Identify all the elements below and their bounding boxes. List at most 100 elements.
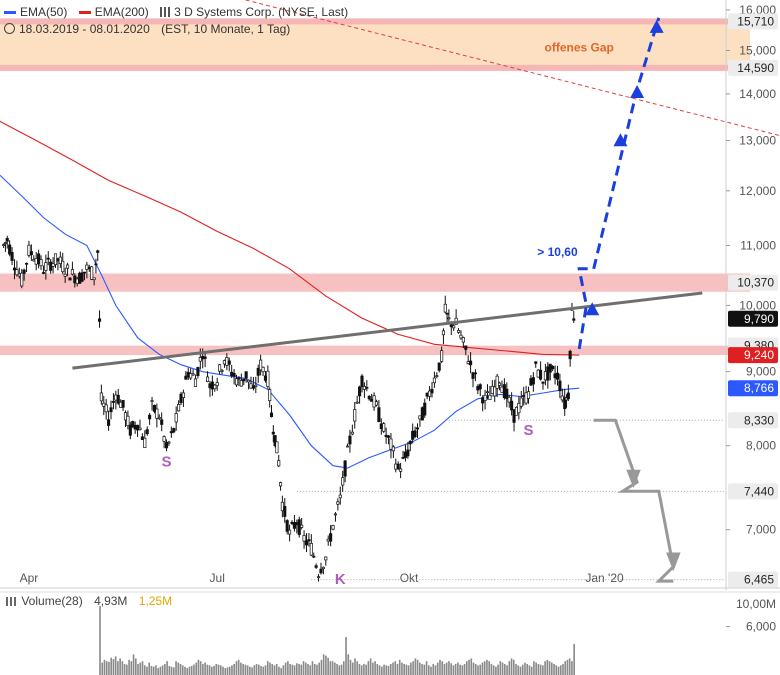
candle-body (551, 366, 555, 370)
candle-body (280, 501, 284, 512)
zone-gap (0, 21, 750, 68)
volume-bar (492, 665, 495, 675)
volume-bar (329, 661, 332, 675)
volume-bar (103, 659, 106, 675)
volume-bar (117, 661, 119, 675)
price-flag-bg (728, 59, 778, 76)
volume-bar (134, 658, 137, 675)
candle-body (133, 424, 137, 430)
candle-body (300, 524, 304, 528)
candle-body (432, 377, 436, 384)
volume-bar (139, 662, 142, 675)
instrument-title: 3 D Systems Corp. (NYSE, Last) (174, 5, 349, 19)
volume-bar (108, 661, 110, 675)
volume-bar (195, 662, 197, 675)
candle-body (20, 272, 24, 287)
price-flag-bg (728, 347, 778, 364)
price-flag-bg (728, 571, 778, 588)
candle-body (179, 393, 183, 404)
candle-body (362, 386, 366, 390)
candle-body (541, 381, 545, 384)
volume-bar (224, 668, 227, 675)
candle-body (413, 430, 417, 437)
volume-bar (110, 657, 113, 675)
x-tick-label: Jul (210, 571, 225, 585)
candle-body (396, 463, 400, 469)
volume-bar (495, 666, 497, 675)
volume-bar (403, 663, 405, 675)
volume-bar (244, 664, 247, 675)
candle-body (111, 401, 115, 403)
volume-bar (126, 664, 128, 675)
projection-up-path (577, 17, 661, 350)
volume-bar (161, 665, 164, 675)
candle-body (297, 519, 301, 535)
candle-body (68, 277, 72, 281)
candle-body (2, 244, 6, 246)
candle-body (478, 384, 482, 390)
candle-body (288, 529, 292, 535)
volume-bar (427, 665, 430, 675)
candle-body (355, 401, 359, 404)
candle-body (114, 394, 118, 401)
projection-arrow-1 (585, 302, 600, 316)
candle-body (452, 325, 456, 329)
volume-bar (132, 654, 135, 675)
candle-body (160, 419, 164, 425)
candle-body (425, 392, 429, 397)
candle-body (242, 378, 246, 382)
price-flag-label: 8,766 (744, 381, 774, 395)
volume-bar (275, 663, 278, 675)
candle-body (411, 430, 415, 440)
candlestick-icon (160, 7, 171, 17)
volume-bar (340, 664, 343, 675)
candle-body (189, 373, 193, 379)
candle-body (256, 367, 260, 376)
volume-bar (559, 665, 562, 675)
candle-body (459, 334, 463, 339)
candle-body (73, 275, 77, 284)
candle-body (476, 386, 480, 391)
volume-bar (219, 665, 222, 675)
volume-bar (222, 666, 224, 675)
candle-body (237, 377, 241, 380)
candle-body (279, 482, 283, 487)
volume-bar (463, 663, 466, 675)
candle-body (15, 269, 19, 276)
candle-body (63, 273, 67, 277)
candle-body (302, 535, 306, 542)
volume-bar (354, 658, 356, 675)
annotation-label: K (335, 571, 346, 588)
volume-bar (146, 666, 148, 675)
candle-body (314, 565, 318, 568)
projection-arrow-3 (630, 84, 645, 98)
ema50-line (0, 174, 580, 469)
volume-bar (405, 664, 408, 675)
candle-body (128, 424, 132, 436)
candle-body (367, 395, 371, 400)
volume-bar (419, 662, 421, 675)
candle-body (435, 375, 439, 378)
candle-body (358, 386, 362, 397)
volume-bar (251, 667, 253, 675)
candle-body (304, 540, 309, 546)
volume-bar (499, 661, 502, 675)
volume-bar (101, 662, 104, 675)
volume-bar (436, 662, 439, 675)
volume-bar (320, 659, 323, 675)
candle-body (295, 522, 299, 526)
candle-body (329, 533, 333, 542)
volume-bar (311, 661, 314, 675)
candle-body (324, 556, 328, 561)
volume-bar (356, 661, 359, 675)
candle-body (27, 244, 31, 256)
candle-body (145, 429, 149, 435)
candle-body (181, 392, 185, 399)
volume-bar (477, 665, 479, 675)
candle-body (441, 330, 446, 336)
volume-bar (383, 664, 385, 675)
candle-body (505, 388, 509, 400)
candle-body (162, 436, 166, 442)
volume-axis-label: 10,00M (736, 597, 776, 611)
